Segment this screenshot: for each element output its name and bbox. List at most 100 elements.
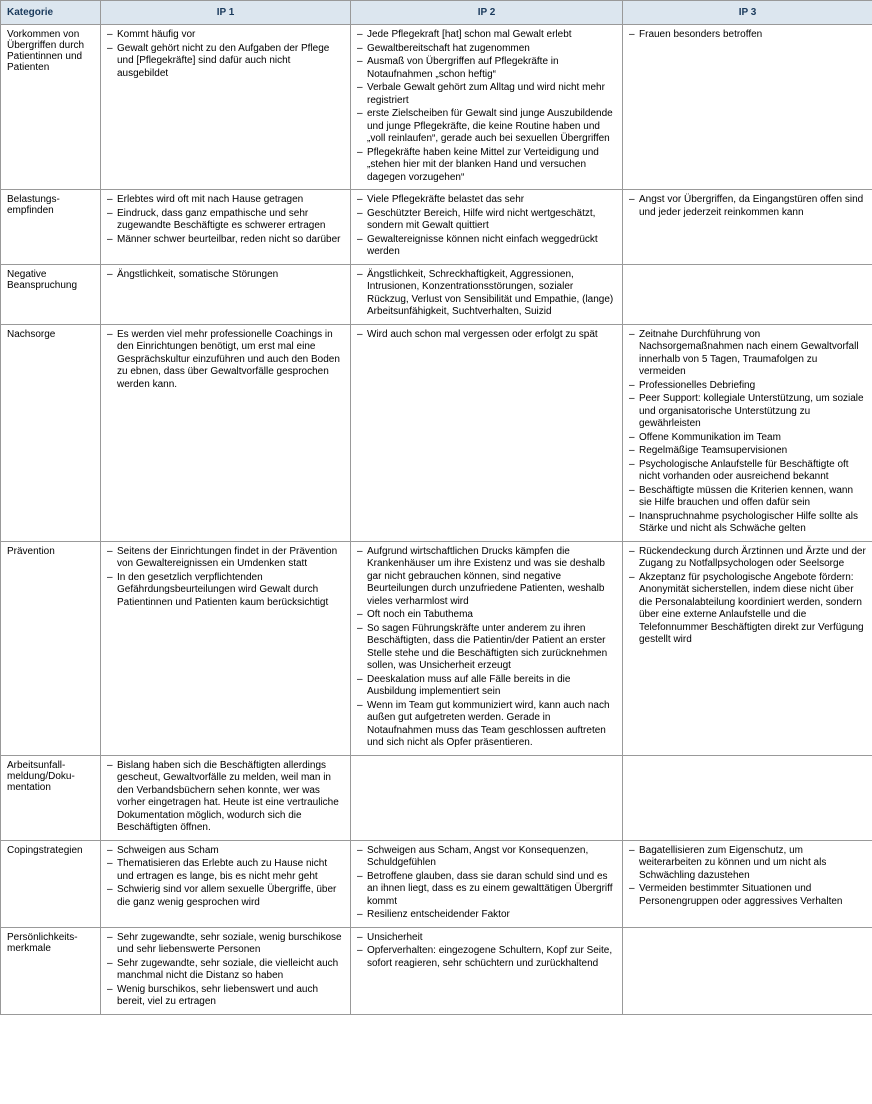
bullet-item: Wird auch schon mal vergessen oder erfol… — [357, 329, 616, 342]
bullet-item: Inanspruchnahme psychologischer Hilfe so… — [629, 511, 866, 536]
bullet-item: Es werden viel mehr professionelle Coach… — [107, 329, 344, 392]
ip2-cell: UnsicherheitOpferverhalten: eingezogene … — [351, 927, 623, 1014]
bullet-item: Deeskalation muss auf alle Fälle bereits… — [357, 674, 616, 699]
ip1-cell: Erlebtes wird oft mit nach Hause getrage… — [101, 190, 351, 265]
bullet-list: Jede Pflegekraft [hat] schon mal Gewalt … — [357, 29, 616, 184]
category-cell: Negative Beanspruchung — [1, 264, 101, 324]
bullet-item: Zeitnahe Durchführung von Nachsorgemaßna… — [629, 329, 866, 379]
bullet-list: Bagatellisieren zum Eigenschutz, um weit… — [629, 845, 866, 909]
bullet-item: Frauen besonders betroffen — [629, 29, 866, 42]
ip2-cell: Aufgrund wirtschaftlichen Drucks kämpfen… — [351, 541, 623, 755]
bullet-item: So sagen Führungskräfte unter anderem zu… — [357, 623, 616, 673]
bullet-list: Ängstlichkeit, somatische Störungen — [107, 269, 344, 282]
bullet-list: Frauen besonders betroffen — [629, 29, 866, 42]
table-head: Kategorie IP 1 IP 2 IP 3 — [1, 1, 872, 25]
table-row: NachsorgeEs werden viel mehr professione… — [1, 324, 872, 541]
bullet-item: Gewaltereignisse können nicht einfach we… — [357, 234, 616, 259]
bullet-list: Aufgrund wirtschaftlichen Drucks kämpfen… — [357, 546, 616, 750]
ip2-cell: Wird auch schon mal vergessen oder erfol… — [351, 324, 623, 541]
category-cell: Prävention — [1, 541, 101, 755]
category-cell: Persönlichkeits­merkmale — [1, 927, 101, 1014]
ip1-cell: Kommt häufig vorGewalt gehört nicht zu d… — [101, 25, 351, 190]
ip3-cell: Zeitnahe Durchführung von Nachsorgemaßna… — [623, 324, 872, 541]
table-row: PräventionSeitens der Einrichtungen find… — [1, 541, 872, 755]
bullet-item: Gewaltbereitschaft hat zugenommen — [357, 43, 616, 56]
bullet-item: Ängstlichkeit, Schreckhaftigkeit, Aggres… — [357, 269, 616, 319]
bullet-item: Schwierig sind vor allem sexuelle Übergr… — [107, 884, 344, 909]
bullet-item: Unsicherheit — [357, 932, 616, 945]
bullet-item: Bagatellisieren zum Eigenschutz, um weit… — [629, 845, 866, 883]
bullet-item: Ängstlichkeit, somatische Störungen — [107, 269, 344, 282]
bullet-item: Vermeiden bestimmter Situationen und Per… — [629, 883, 866, 908]
ip2-cell: Ängstlichkeit, Schreckhaftigkeit, Aggres… — [351, 264, 623, 324]
bullet-list: Viele Pflegekräfte belastet das sehrGesc… — [357, 194, 616, 259]
bullet-item: Wenn im Team gut kommuniziert wird, kann… — [357, 700, 616, 750]
table-row: CopingstrategienSchweigen aus SchamThema… — [1, 840, 872, 927]
category-cell: Belastungs­empfinden — [1, 190, 101, 265]
bullet-item: In den gesetzlich verpflichtenden Gefähr… — [107, 572, 344, 610]
bullet-item: Seitens der Einrichtungen findet in der … — [107, 546, 344, 571]
bullet-list: Kommt häufig vorGewalt gehört nicht zu d… — [107, 29, 344, 80]
ip1-cell: Sehr zugewandte, sehr soziale, wenig bur… — [101, 927, 351, 1014]
bullet-item: Oft noch ein Tabuthema — [357, 609, 616, 622]
bullet-item: Jede Pflegekraft [hat] schon mal Gewalt … — [357, 29, 616, 42]
bullet-item: Angst vor Übergriffen, da Eingangstüren … — [629, 194, 866, 219]
bullet-item: Eindruck, dass ganz empathische und sehr… — [107, 208, 344, 233]
bullet-list: UnsicherheitOpferverhalten: eingezogene … — [357, 932, 616, 971]
ip3-cell: Frauen besonders betroffen — [623, 25, 872, 190]
bullet-item: Erlebtes wird oft mit nach Hause getrage… — [107, 194, 344, 207]
ip2-cell — [351, 755, 623, 840]
table-row: Negative Beanspruchung Ängstlichkeit, som… — [1, 264, 872, 324]
ip2-cell: Jede Pflegekraft [hat] schon mal Gewalt … — [351, 25, 623, 190]
bullet-item: Männer schwer beurteilbar, reden nicht s… — [107, 234, 344, 247]
bullet-item: Thematisieren das Erlebte auch zu Hause … — [107, 858, 344, 883]
bullet-list: Schweigen aus SchamThematisieren das Erl… — [107, 845, 344, 910]
bullet-item: Bislang haben sich die Beschäftigten all… — [107, 760, 344, 835]
category-cell: Copingstrategien — [1, 840, 101, 927]
bullet-item: Akzeptanz für psychologische Angebote fö… — [629, 572, 866, 647]
col-header-ip2: IP 2 — [351, 1, 623, 25]
bullet-item: Verbale Gewalt gehört zum Alltag und wir… — [357, 82, 616, 107]
bullet-list: Zeitnahe Durchführung von Nachsorgemaßna… — [629, 329, 866, 536]
category-cell: Vorkommen von Übergriffen durch Patienti… — [1, 25, 101, 190]
bullet-item: Ausmaß von Übergriffen auf Pflegekräfte … — [357, 56, 616, 81]
ip1-cell: Bislang haben sich die Beschäftigten all… — [101, 755, 351, 840]
table-row: Vorkommen von Übergriffen durch Patienti… — [1, 25, 872, 190]
ip1-cell: Schweigen aus SchamThematisieren das Erl… — [101, 840, 351, 927]
bullet-item: Opferverhalten: eingezogene Schultern, K… — [357, 945, 616, 970]
table-row: Belastungs­empfinden Erlebtes wird oft mi… — [1, 190, 872, 265]
bullet-item: Sehr zugewandte, sehr soziale, wenig bur… — [107, 932, 344, 957]
bullet-item: Geschützter Bereich, Hilfe wird nicht we… — [357, 208, 616, 233]
ip2-cell: Viele Pflegekräfte belastet das sehrGesc… — [351, 190, 623, 265]
bullet-item: Professionelles Debriefing — [629, 380, 866, 393]
bullet-item: erste Zielscheiben für Gewalt sind junge… — [357, 108, 616, 146]
bullet-item: Wenig burschikos, sehr liebenswert und a… — [107, 984, 344, 1009]
bullet-item: Viele Pflegekräfte belastet das sehr — [357, 194, 616, 207]
data-table: Kategorie IP 1 IP 2 IP 3 Vorkommen von Ü… — [0, 0, 872, 1015]
bullet-item: Beschäftigte müssen die Kriterien kennen… — [629, 485, 866, 510]
bullet-list: Schweigen aus Scham, Angst vor Konsequen… — [357, 845, 616, 922]
bullet-list: Es werden viel mehr professionelle Coach… — [107, 329, 344, 392]
bullet-item: Offene Kommunikation im Team — [629, 432, 866, 445]
category-cell: Arbeitsunfall­meldung/Doku­mentation — [1, 755, 101, 840]
bullet-list: Sehr zugewandte, sehr soziale, wenig bur… — [107, 932, 344, 1009]
bullet-list: Ängstlichkeit, Schreckhaftigkeit, Aggres… — [357, 269, 616, 319]
category-cell: Nachsorge — [1, 324, 101, 541]
ip1-cell: Seitens der Einrichtungen findet in der … — [101, 541, 351, 755]
header-row: Kategorie IP 1 IP 2 IP 3 — [1, 1, 872, 25]
ip3-cell: Angst vor Übergriffen, da Eingangstüren … — [623, 190, 872, 265]
ip3-cell: Bagatellisieren zum Eigenschutz, um weit… — [623, 840, 872, 927]
ip1-cell: Es werden viel mehr professionelle Coach… — [101, 324, 351, 541]
col-header-kategorie: Kategorie — [1, 1, 101, 25]
bullet-item: Aufgrund wirtschaftlichen Drucks kämpfen… — [357, 546, 616, 609]
bullet-list: Rückendeckung durch Ärztinnen und Ärzte … — [629, 546, 866, 647]
ip1-cell: Ängstlichkeit, somatische Störungen — [101, 264, 351, 324]
bullet-list: Erlebtes wird oft mit nach Hause getrage… — [107, 194, 344, 246]
ip3-cell — [623, 264, 872, 324]
bullet-item: Schweigen aus Scham — [107, 845, 344, 858]
bullet-item: Psychologische Anlaufstelle für Beschäft… — [629, 459, 866, 484]
col-header-ip1: IP 1 — [101, 1, 351, 25]
bullet-list: Bislang haben sich die Beschäftigten all… — [107, 760, 344, 835]
table-row: Persönlichkeits­merkmaleSehr zugewandte,… — [1, 927, 872, 1014]
bullet-list: Wird auch schon mal vergessen oder erfol… — [357, 329, 616, 342]
